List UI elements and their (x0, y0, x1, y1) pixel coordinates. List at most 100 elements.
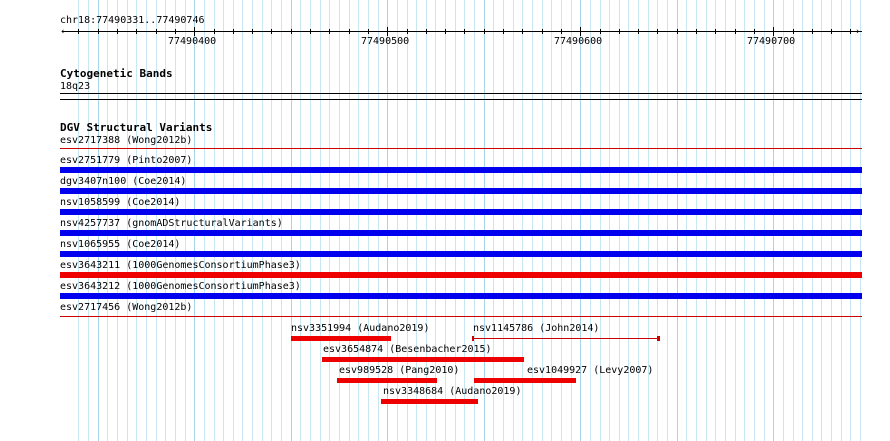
grid-line (522, 0, 523, 441)
grid-line (793, 0, 794, 441)
grid-line (320, 0, 321, 441)
grid-line (165, 0, 166, 441)
ruler-tick-label: 77490700 (747, 36, 796, 47)
grid-line (609, 0, 610, 441)
grid-line (185, 0, 186, 441)
grid-line (773, 0, 774, 441)
variant-feature-nsv3351994[interactable] (290, 336, 392, 341)
grid-line (735, 0, 736, 441)
grid-line (349, 0, 350, 441)
ruler-tick (387, 27, 388, 36)
grid-line (214, 0, 215, 441)
variant-feature-dgv3407n100[interactable] (60, 188, 862, 194)
ruler-tick (252, 29, 253, 34)
grid-line (175, 0, 176, 441)
grid-line (638, 0, 639, 441)
ruler-tick (214, 29, 215, 34)
grid-line (850, 0, 851, 441)
ruler-tick (464, 29, 465, 34)
cytoband-line-top[interactable] (60, 93, 862, 94)
ruler-tick (850, 29, 851, 34)
ruler-tick (426, 29, 427, 34)
cytoband-line-bottom[interactable] (60, 99, 862, 100)
cytoband-label: 18q23 (60, 81, 91, 92)
ruler-tick (407, 29, 408, 34)
ruler-tick (600, 29, 601, 34)
ruler-tick (735, 29, 736, 34)
variant-feature-nsv1065955[interactable] (60, 251, 862, 257)
variant-feature-esv2717456[interactable] (60, 316, 862, 317)
variant-label: nsv1145786 (John2014) (473, 323, 600, 334)
grid-line (271, 0, 272, 441)
grid-line (407, 0, 408, 441)
grid-line (252, 0, 253, 441)
ruler-tick (677, 29, 678, 34)
variant-feature-esv3643211[interactable] (60, 272, 862, 278)
grid-line (677, 0, 678, 441)
ruler-tick (542, 29, 543, 34)
grid-line (513, 0, 514, 441)
cytoband-track-title[interactable]: Cytogenetic Bands (60, 67, 173, 80)
grid-line (397, 0, 398, 441)
region-label: chr18:77490331..77490746 (60, 15, 205, 26)
grid-line (329, 0, 330, 441)
grid-line (445, 0, 446, 441)
grid-line (744, 0, 745, 441)
grid-line (841, 0, 842, 441)
ruler-tick (117, 29, 118, 34)
variant-feature-esv1049927[interactable] (474, 378, 577, 383)
ruler-tick (329, 29, 330, 34)
grid-line (783, 0, 784, 441)
variant-label: esv989528 (Pang2010) (339, 365, 460, 376)
variant-feature-nsv3348684[interactable] (381, 399, 478, 404)
variant-feature-nsv1058599[interactable] (60, 209, 862, 215)
grid-line (300, 0, 301, 441)
ruler-left-arrow-icon: ‹ (60, 27, 66, 37)
dgv-track-title[interactable]: DGV Structural Variants (60, 121, 213, 134)
grid-line (667, 0, 668, 441)
ruler-tick (812, 29, 813, 34)
grid-line (78, 0, 79, 441)
ruler-tick (445, 29, 446, 34)
feature-end-cap (472, 336, 475, 341)
ruler-tick (349, 29, 350, 34)
grid-line (802, 0, 803, 441)
grid-line (590, 0, 591, 441)
variant-feature-nsv1145786[interactable] (472, 338, 660, 339)
variant-label: nsv3348684 (Audano2019) (383, 386, 522, 397)
grid-line (204, 0, 205, 441)
ruler-axis (62, 31, 862, 32)
variant-label: dgv3407n100 (Coe2014) (60, 176, 187, 187)
ruler-tick (638, 29, 639, 34)
grid-line (127, 0, 128, 441)
variant-feature-esv3643212[interactable] (60, 293, 862, 299)
ruler-tick (696, 29, 697, 34)
grid-line (233, 0, 234, 441)
ruler-right-arrow-icon: › (855, 27, 861, 37)
ruler-tick (831, 29, 832, 34)
grid-line (194, 0, 195, 441)
grid-line (686, 0, 687, 441)
variant-label: nsv1065955 (Coe2014) (60, 239, 181, 250)
ruler-tick (368, 29, 369, 34)
grid-line (455, 0, 456, 441)
ruler-tick (715, 29, 716, 34)
variant-feature-esv2751779[interactable] (60, 167, 862, 173)
ruler-tick (98, 29, 99, 34)
variant-feature-esv2717388[interactable] (60, 148, 862, 149)
grid-line (146, 0, 147, 441)
grid-line (600, 0, 601, 441)
variant-label: esv2717388 (Wong2012b) (60, 135, 193, 146)
variant-feature-esv3654874[interactable] (321, 357, 525, 362)
grid-line (754, 0, 755, 441)
grid-line (435, 0, 436, 441)
variant-feature-esv989528[interactable] (337, 378, 438, 383)
ruler-tick (156, 29, 157, 34)
ruler-tick (561, 29, 562, 34)
ruler-tick-label: 77490500 (361, 36, 410, 47)
grid-line (136, 0, 137, 441)
grid-line (725, 0, 726, 441)
variant-feature-nsv4257737[interactable] (60, 230, 862, 236)
variant-label: esv2717456 (Wong2012b) (60, 302, 193, 313)
ruler-tick-label: 77490400 (168, 36, 217, 47)
